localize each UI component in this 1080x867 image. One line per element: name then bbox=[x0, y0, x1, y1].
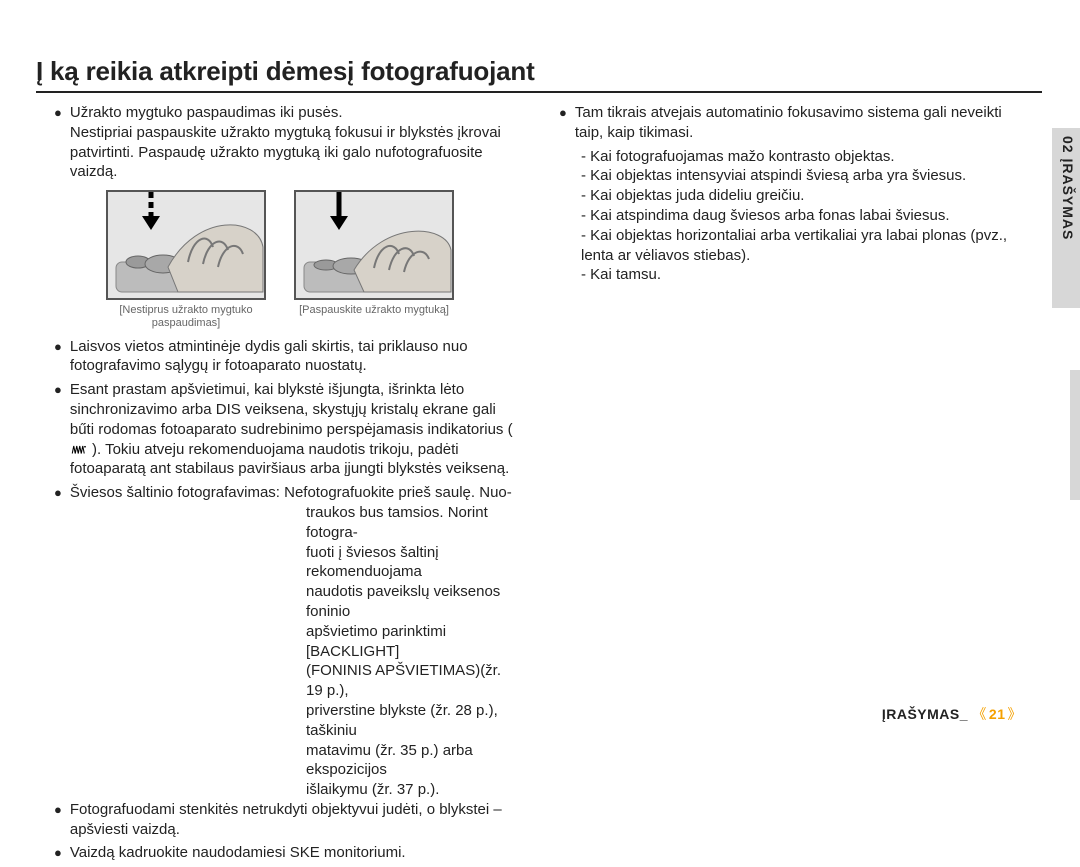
side-tab-label: 02 ĮRAŠYMAS bbox=[1060, 136, 1076, 240]
page-title: Į ką reikia atkreipti dėmesį fotografuoj… bbox=[36, 56, 1026, 87]
fig1-cap-l2: paspaudimas] bbox=[152, 317, 221, 329]
right-sub-3: - Kai objektas juda dideliu greičiu. bbox=[541, 186, 1026, 206]
footer-bracket-l: 《 bbox=[972, 706, 987, 722]
footer-bracket-r: 》 bbox=[1008, 706, 1023, 722]
bullet-text: Šviesos šaltinio fotografavimas: Nefotog… bbox=[70, 483, 521, 503]
b1-cont: Nestipriai paspauskite užrakto mygtuką f… bbox=[70, 124, 501, 181]
page-footer: ĮRAŠYMAS_ 《21》 bbox=[882, 704, 1022, 724]
bullet-text: Laisvos vietos atmintinėje dydis gali sk… bbox=[70, 337, 521, 377]
figure-row: [Nestiprus užrakto mygtuko paspaudimas] bbox=[106, 190, 521, 330]
b4c5: (FONINIS APŠVIETIMAS)(žr. 19 p.), bbox=[36, 661, 521, 701]
left-bullet-4: ● Šviesos šaltinio fotografavimas: Nefot… bbox=[36, 483, 521, 503]
bullet-dot: ● bbox=[541, 103, 575, 143]
b4c6: priverstine blykste (žr. 28 p.), taškini… bbox=[36, 701, 521, 741]
down-arrow-dashed-icon bbox=[138, 190, 164, 232]
right-sub-6: - Kai tamsu. bbox=[541, 265, 1026, 285]
right-sub-4: - Kai atspindima daug šviesos arba fonas… bbox=[541, 206, 1026, 226]
right-sub-1: - Kai fotografuojamas mažo kontrasto obj… bbox=[541, 147, 1026, 167]
left-bullet-5: ● Fotografuodami stenkitės netrukdyti ob… bbox=[36, 800, 521, 840]
left-bullet-6: ● Vaizdą kadruokite naudodamiesi SKE mon… bbox=[36, 843, 521, 863]
b4-lead: Šviesos šaltinio fotografavimas: bbox=[70, 484, 284, 501]
right-sub-2: - Kai objektas intensyviai atspindi švie… bbox=[541, 166, 1026, 186]
figure-2-caption: [Paspauskite užrakto mygtuką] bbox=[294, 304, 454, 317]
b3a: Esant prastam apšvietimui, kai blykstė i… bbox=[70, 381, 513, 438]
fig1-cap-l1: [Nestiprus užrakto mygtuko bbox=[119, 304, 252, 316]
hand-half-press-icon bbox=[108, 192, 266, 300]
bullet-dot: ● bbox=[36, 380, 70, 479]
bullet-dot: ● bbox=[36, 843, 70, 863]
figure-1-caption: [Nestiprus užrakto mygtuko paspaudimas] bbox=[106, 304, 266, 330]
hand-full-press-icon bbox=[296, 192, 454, 300]
bullet-text: Tam tikrais atvejais automatinio fokusav… bbox=[575, 103, 1026, 143]
left-bullet-1: ● Užrakto mygtuko paspaudimas iki pusės.… bbox=[36, 103, 521, 182]
b3b: ). Tokiu atveju rekomenduojama naudotis … bbox=[70, 441, 509, 478]
right-sub-5: - Kai objektas horizontaliai arba vertik… bbox=[541, 226, 1026, 266]
side-gray-bar bbox=[1070, 370, 1080, 500]
b4c8: išlaikymu (žr. 37 p.). bbox=[36, 780, 521, 800]
page-content: Į ką reikia atkreipti dėmesį fotografuoj… bbox=[36, 56, 1026, 867]
title-rule bbox=[36, 91, 1042, 93]
bullet-text: Vaizdą kadruokite naudodamiesi SKE monit… bbox=[70, 843, 521, 863]
bullet-text: Esant prastam apšvietimui, kai blykstė i… bbox=[70, 380, 521, 479]
bullet-dot: ● bbox=[36, 337, 70, 377]
bullet-text: Užrakto mygtuko paspaudimas iki pusės. N… bbox=[70, 103, 521, 182]
b4c2: fuoti į šviesos šaltinį rekomenduojama bbox=[36, 543, 521, 583]
bullet-dot: ● bbox=[36, 103, 70, 182]
bullet-dot: ● bbox=[36, 483, 70, 503]
footer-label: ĮRAŠYMAS_ bbox=[882, 706, 968, 722]
columns: ● Užrakto mygtuko paspaudimas iki pusės.… bbox=[36, 103, 1026, 867]
b4c7: matavimu (žr. 35 p.) arba ekspozicijos bbox=[36, 741, 521, 781]
figure-2-image bbox=[294, 190, 454, 300]
b4c1: traukos bus tamsios. Norint fotogra- bbox=[36, 503, 521, 543]
right-column: ● Tam tikrais atvejais automatinio fokus… bbox=[541, 103, 1026, 867]
figure-2: [Paspauskite užrakto mygtuką] bbox=[294, 190, 454, 330]
right-bullet-1: ● Tam tikrais atvejais automatinio fokus… bbox=[541, 103, 1026, 143]
b4c4: apšvietimo parinktimi [BACKLIGHT] bbox=[36, 622, 521, 662]
left-column: ● Užrakto mygtuko paspaudimas iki pusės.… bbox=[36, 103, 521, 867]
figure-1: [Nestiprus užrakto mygtuko paspaudimas] bbox=[106, 190, 266, 330]
left-bullet-3: ● Esant prastam apšvietimui, kai blykstė… bbox=[36, 380, 521, 479]
left-bullet-2: ● Laisvos vietos atmintinėje dydis gali … bbox=[36, 337, 521, 377]
down-arrow-solid-icon bbox=[326, 190, 352, 232]
bullet-dot: ● bbox=[36, 800, 70, 840]
camera-shake-icon bbox=[70, 442, 88, 456]
b4-tail: Nefotografuokite prieš saulę. Nuo- bbox=[284, 484, 512, 501]
bullet-text: Fotografuodami stenkitės netrukdyti obje… bbox=[70, 800, 521, 840]
b4c3: naudotis paveikslų veiksenos foninio bbox=[36, 582, 521, 622]
figure-1-image bbox=[106, 190, 266, 300]
footer-page: 21 bbox=[989, 706, 1006, 722]
b1-lead: Užrakto mygtuko paspaudimas iki pusės. bbox=[70, 104, 343, 121]
